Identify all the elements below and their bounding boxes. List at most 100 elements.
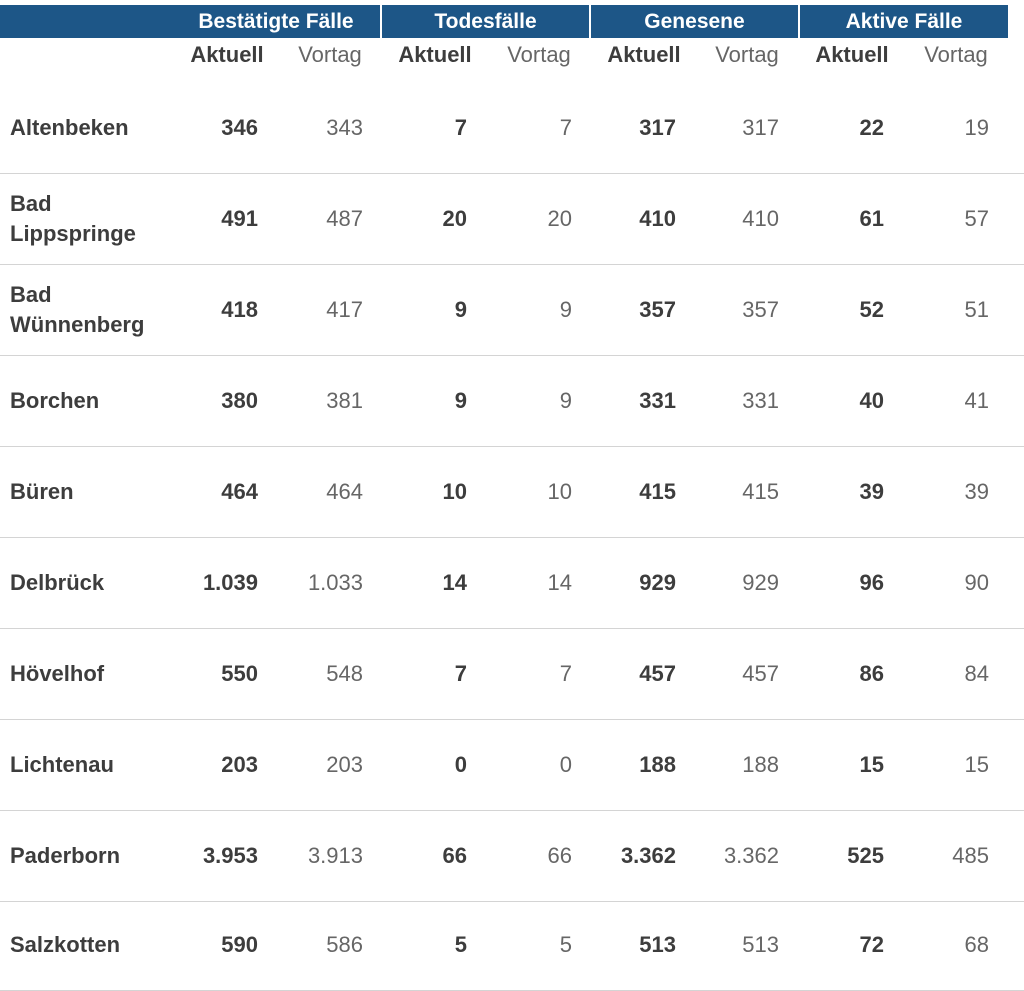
cases-current: 346: [221, 114, 258, 140]
cases-current: 203: [221, 751, 258, 777]
deaths-previous: 9: [559, 296, 572, 322]
active-current: 39: [859, 478, 884, 504]
cases-current: 418: [221, 296, 258, 322]
active-previous: 39: [964, 478, 989, 504]
active-previous: 15: [964, 751, 989, 777]
cases-current: 590: [221, 931, 258, 957]
municipality-name: Delbrück: [10, 569, 105, 595]
municipality-name: Paderborn: [10, 842, 121, 868]
subheader-previous-confirmed: Vortag: [298, 42, 362, 67]
recovered-previous: 317: [742, 114, 779, 140]
active-previous: 57: [964, 205, 989, 231]
deaths-previous: 20: [547, 205, 572, 231]
cases-previous: 464: [326, 478, 363, 504]
recovered-current: 331: [639, 387, 676, 413]
group-header-confirmed: Bestätigte Fälle: [172, 5, 380, 38]
cases-previous: 586: [326, 931, 363, 957]
deaths-previous: 5: [559, 931, 572, 957]
recovered-current: 457: [639, 660, 676, 686]
deaths-current: 0: [454, 751, 467, 777]
deaths-previous: 7: [559, 660, 572, 686]
table-row: Bad Lippspringe 491 487 20 20 410 410 61…: [0, 173, 1024, 265]
cases-previous: 1.033: [307, 569, 363, 595]
group-header-recovered: Genesene: [591, 5, 798, 38]
group-header-active: Aktive Fälle: [800, 5, 1008, 38]
municipality-name: Büren: [10, 478, 74, 504]
table-row: Hövelhof 550 548 7 7 457 457 86 84: [0, 628, 1024, 720]
cases-previous: 3.913: [307, 842, 363, 868]
recovered-previous: 3.362: [723, 842, 779, 868]
recovered-current: 929: [639, 569, 676, 595]
deaths-previous: 7: [559, 114, 572, 140]
municipality-name: Salzkotten: [10, 931, 121, 957]
header-divider: [380, 5, 382, 38]
active-current: 40: [859, 387, 884, 413]
recovered-previous: 357: [742, 296, 779, 322]
recovered-previous: 410: [742, 205, 779, 231]
deaths-current: 9: [454, 296, 467, 322]
active-previous: 41: [964, 387, 989, 413]
deaths-current: 14: [442, 569, 467, 595]
recovered-current: 415: [639, 478, 676, 504]
deaths-previous: 9: [559, 387, 572, 413]
subheader-previous-active: Vortag: [924, 42, 988, 67]
active-current: 72: [859, 931, 884, 957]
recovered-previous: 188: [742, 751, 779, 777]
active-current: 22: [859, 114, 884, 140]
active-previous: 19: [964, 114, 989, 140]
recovered-current: 410: [639, 205, 676, 231]
deaths-current: 7: [454, 660, 467, 686]
recovered-current: 513: [639, 931, 676, 957]
active-previous: 84: [964, 660, 989, 686]
subheader-current-recovered: Aktuell: [607, 42, 681, 67]
active-previous: 68: [964, 931, 989, 957]
cases-previous: 548: [326, 660, 363, 686]
group-header-row: Bestätigte Fälle Todesfälle Genesene Akt…: [0, 5, 1024, 38]
deaths-previous: 10: [547, 478, 572, 504]
active-current: 52: [859, 296, 884, 322]
municipality-name: Bad Lippspringe: [10, 190, 136, 246]
recovered-current: 317: [639, 114, 676, 140]
table-row: Altenbeken 346 343 7 7 317 317 22 19: [0, 82, 1024, 174]
cases-previous: 381: [326, 387, 363, 413]
deaths-current: 9: [454, 387, 467, 413]
deaths-current: 10: [442, 478, 467, 504]
cases-previous: 343: [326, 114, 363, 140]
active-previous: 51: [964, 296, 989, 322]
recovered-current: 188: [639, 751, 676, 777]
table-row: Borchen 380 381 9 9 331 331 40 41: [0, 355, 1024, 447]
deaths-previous: 66: [547, 842, 572, 868]
recovered-current: 3.362: [620, 842, 676, 868]
active-previous: 90: [964, 569, 989, 595]
cases-current: 380: [221, 387, 258, 413]
active-current: 86: [859, 660, 884, 686]
cases-current: 3.953: [202, 842, 258, 868]
recovered-previous: 331: [742, 387, 779, 413]
cases-current: 491: [221, 205, 258, 231]
cases-current: 550: [221, 660, 258, 686]
deaths-previous: 0: [559, 751, 572, 777]
subheader-current-deaths: Aktuell: [398, 42, 472, 67]
municipality-name: Bad Wünnenberg: [10, 281, 145, 337]
active-current: 15: [859, 751, 884, 777]
cases-current: 464: [221, 478, 258, 504]
active-current: 96: [859, 569, 884, 595]
recovered-previous: 415: [742, 478, 779, 504]
subheader-current-active: Aktuell: [815, 42, 889, 67]
table-row: Bad Wünnenberg 418 417 9 9 357 357 52 51: [0, 264, 1024, 356]
table-row: Delbrück 1.039 1.033 14 14 929 929 96 90: [0, 537, 1024, 629]
deaths-previous: 14: [547, 569, 572, 595]
subheader-previous-deaths: Vortag: [507, 42, 571, 67]
header-divider: [589, 5, 591, 38]
cases-previous: 203: [326, 751, 363, 777]
group-header-deaths: Todesfälle: [382, 5, 589, 38]
municipality-name: Hövelhof: [10, 660, 105, 686]
recovered-previous: 513: [742, 931, 779, 957]
cases-previous: 417: [326, 296, 363, 322]
cases-previous: 487: [326, 205, 363, 231]
municipality-name: Lichtenau: [10, 751, 114, 777]
table-row: Paderborn 3.953 3.913 66 66 3.362 3.362 …: [0, 810, 1024, 902]
deaths-current: 66: [442, 842, 467, 868]
active-current: 525: [847, 842, 884, 868]
table-row: Büren 464 464 10 10 415 415 39 39: [0, 446, 1024, 538]
